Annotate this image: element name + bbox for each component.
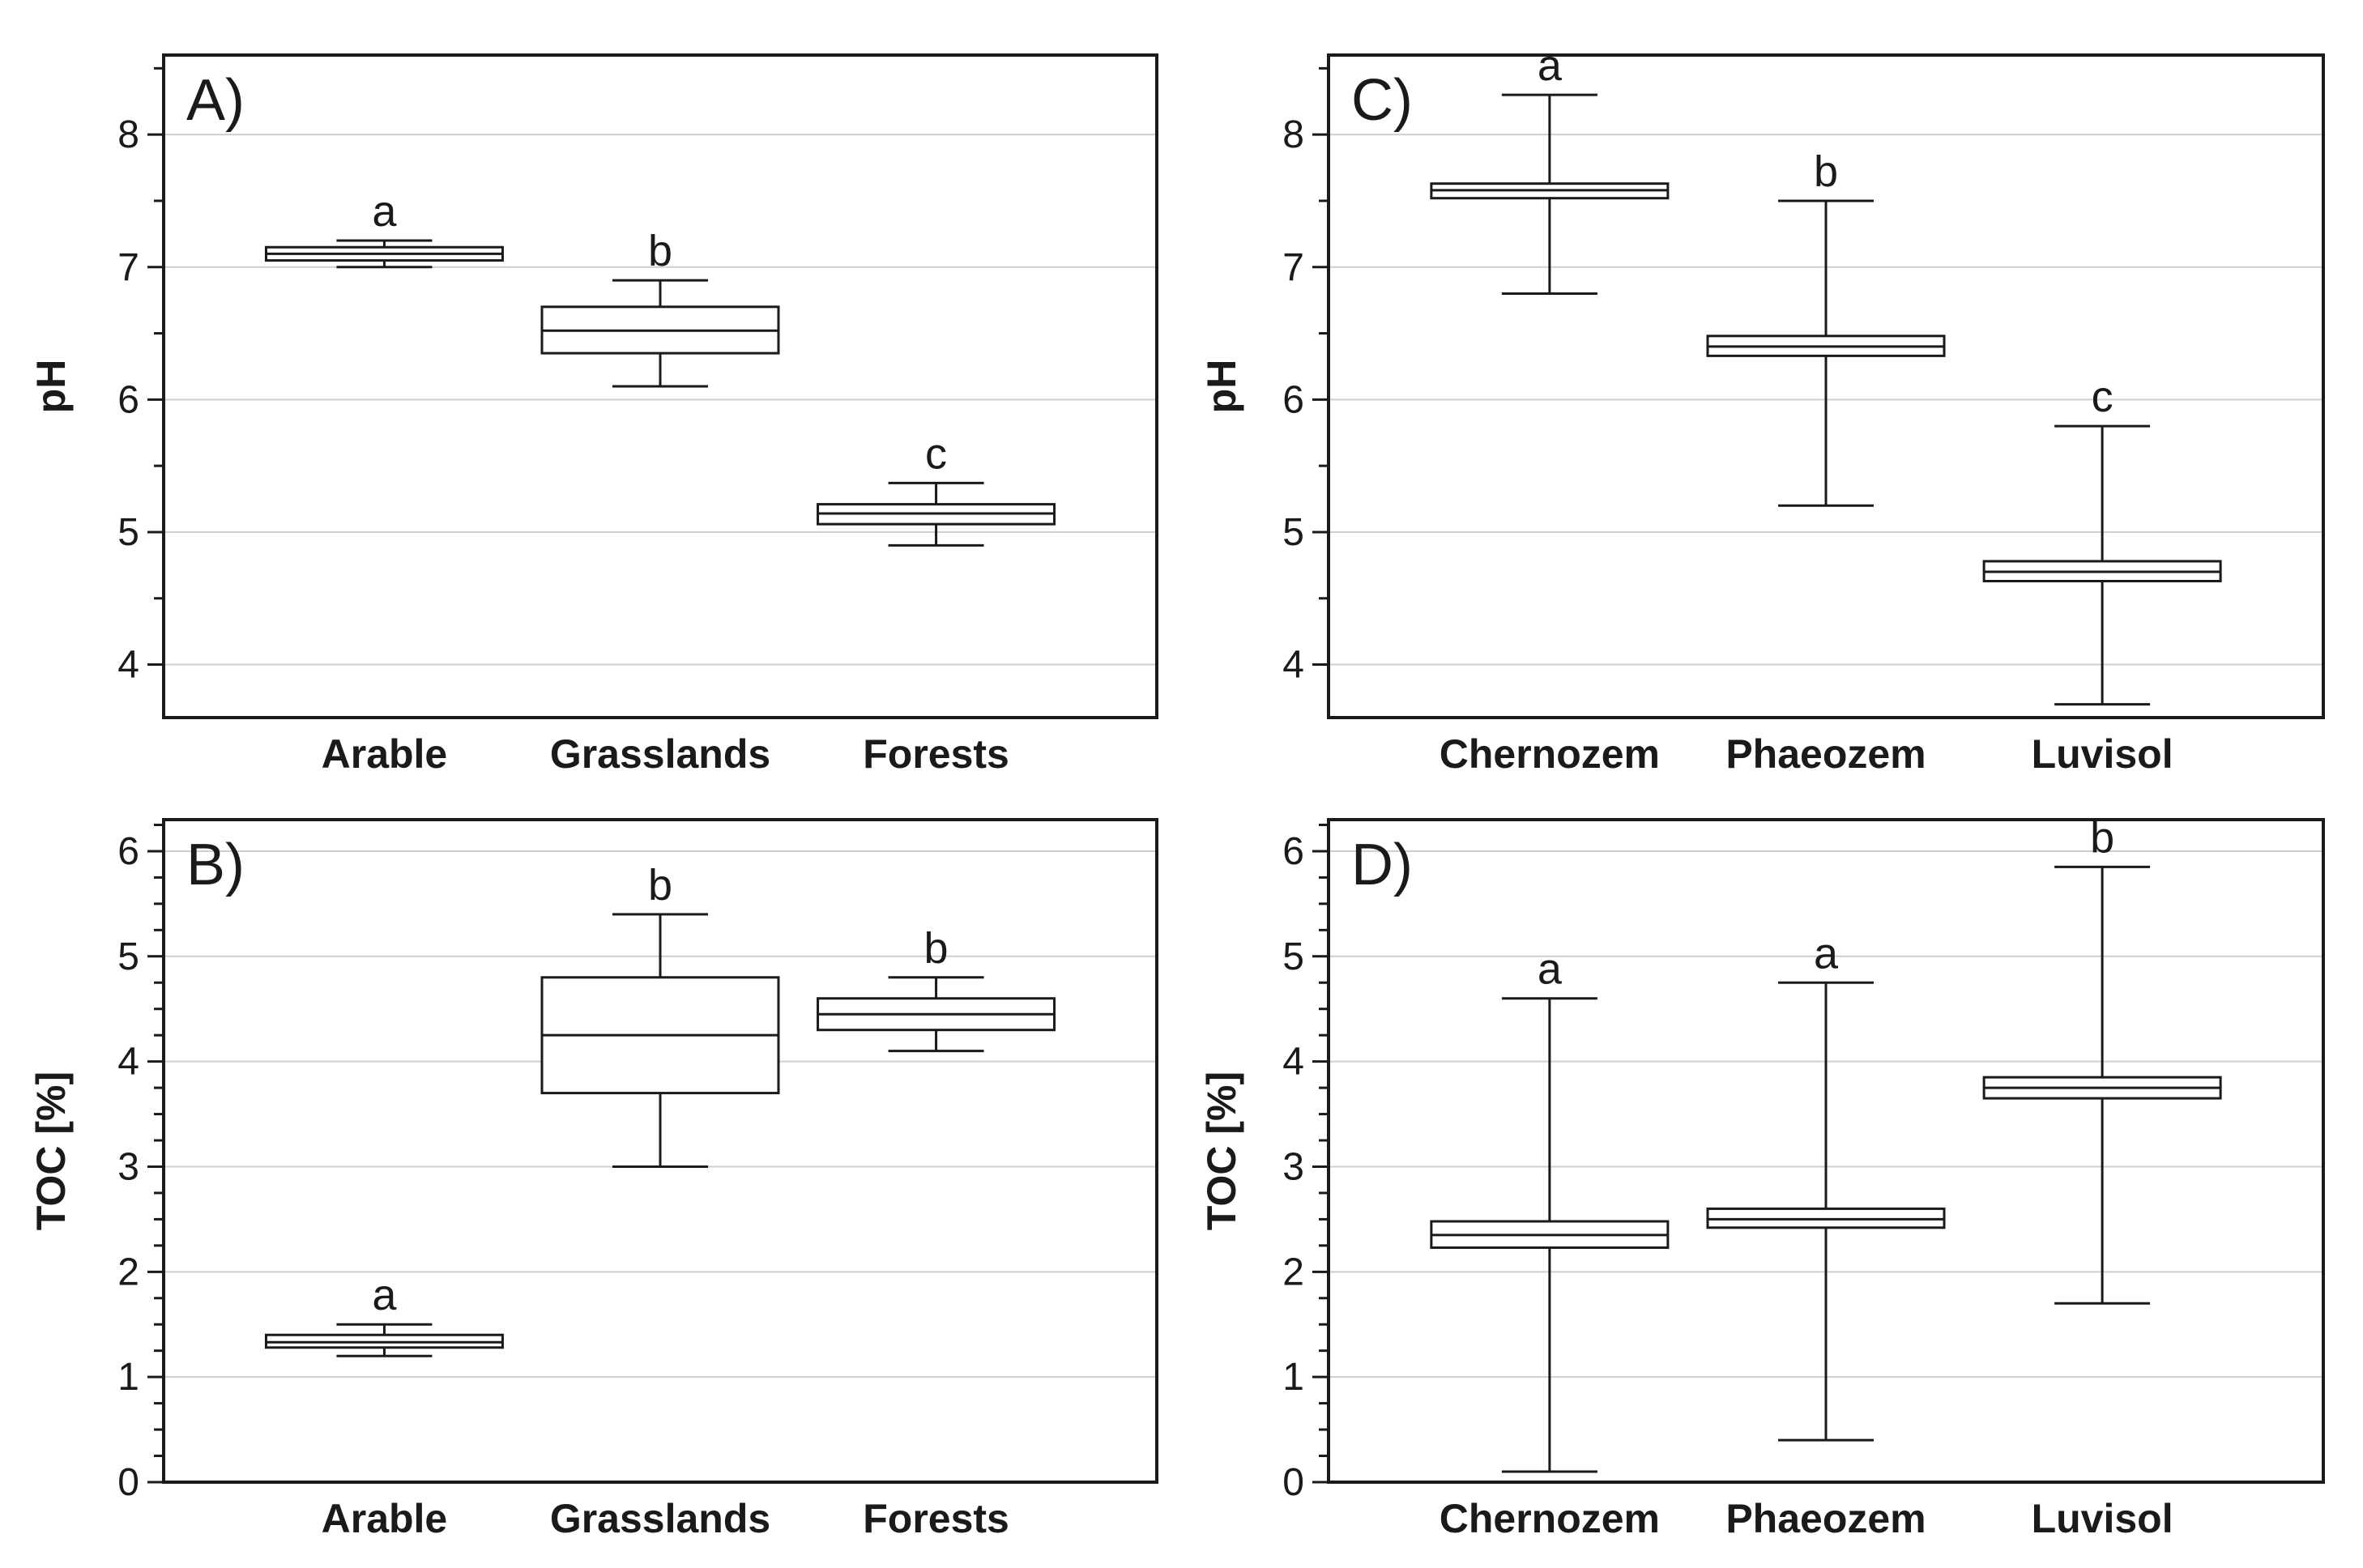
y-tick-label: 2 <box>1282 1251 1304 1293</box>
y-tick-label: 6 <box>117 378 139 421</box>
y-axis-title: pH <box>1199 360 1244 414</box>
x-category-label: Arable <box>322 1496 448 1541</box>
y-tick-label: 4 <box>1282 1041 1304 1084</box>
box-c-1: a <box>1430 41 1670 295</box>
y-tick-label: 3 <box>117 1145 139 1188</box>
y-tick-label: 8 <box>1282 113 1304 156</box>
box-a-1: a <box>264 187 504 269</box>
y-tick-label: 8 <box>117 113 139 156</box>
significance-letter: a <box>1538 945 1563 994</box>
significance-letter: b <box>648 227 672 275</box>
y-tick-label: 0 <box>117 1461 139 1504</box>
box-a-3: c <box>817 429 1056 547</box>
box-b-2: b <box>540 861 780 1168</box>
x-category-label: Luvisol <box>2032 1496 2173 1541</box>
box-d-3: b <box>1982 813 2222 1305</box>
y-tick-label: 4 <box>117 644 139 687</box>
significance-letter: a <box>372 187 397 236</box>
y-axis-title: TOC [%] <box>1199 1072 1244 1230</box>
x-category-label: Forests <box>863 731 1009 777</box>
box-b-1: a <box>264 1271 504 1357</box>
panel-c: 4 5 6 7 8 pH C) a b c Chernozem Phaeozem Luvisol <box>1199 41 2325 777</box>
y-tick-label: 5 <box>117 935 139 978</box>
panel-label-d: D) <box>1351 833 1413 897</box>
x-category-label: Luvisol <box>2032 731 2173 777</box>
panel-label-b: B) <box>186 833 245 897</box>
box-d-2: a <box>1706 929 1946 1442</box>
significance-letter: c <box>925 429 947 478</box>
box-d-1: a <box>1430 945 1670 1473</box>
y-tick-label: 1 <box>117 1356 139 1399</box>
y-tick-label: 5 <box>117 511 139 554</box>
y-tick-label: 4 <box>117 1041 139 1084</box>
significance-letter: c <box>2092 373 2113 421</box>
y-tick-label: 6 <box>1282 830 1304 873</box>
y-axis-title: pH <box>28 360 74 414</box>
box-a-2: b <box>540 227 780 388</box>
box-b-3: b <box>817 924 1056 1053</box>
y-tick-label: 3 <box>1282 1145 1304 1188</box>
significance-letter: b <box>2090 813 2114 862</box>
panel-a: 4 5 6 7 8 pH A) a b c Arable Grasslands Forests <box>28 53 1158 777</box>
box-c-2: b <box>1706 147 1946 507</box>
panel-d: 0 1 2 3 4 5 6 TOC [%] D) a a b Chernozem Phaeozem Luvi… <box>1199 813 2325 1541</box>
panel-label-a: A) <box>186 68 245 133</box>
significance-letter: a <box>1814 929 1839 978</box>
box-c-3: c <box>1982 373 2222 706</box>
y-tick-label: 6 <box>1282 378 1304 421</box>
significance-letter: b <box>1814 147 1838 196</box>
x-category-label: Grasslands <box>550 731 770 777</box>
significance-letter: b <box>924 924 949 973</box>
panel-b: 0 1 2 3 4 5 6 TOC [%] B) a b b Arable Grasslands Fores… <box>28 818 1158 1541</box>
y-tick-label: 0 <box>1282 1461 1304 1504</box>
plot-frame <box>1327 818 2325 1484</box>
x-category-label: Chernozem <box>1440 1496 1660 1541</box>
y-tick-label: 1 <box>1282 1356 1304 1399</box>
x-category-label: Phaeozem <box>1725 731 1926 777</box>
y-axis-title: TOC [%] <box>28 1072 74 1230</box>
plot-frame <box>1327 53 2325 719</box>
significance-letter: a <box>372 1271 397 1319</box>
y-tick-label: 7 <box>1282 246 1304 289</box>
y-tick-label: 2 <box>117 1251 139 1293</box>
plot-frame <box>162 53 1158 719</box>
significance-letter: b <box>648 861 672 910</box>
y-tick-label: 5 <box>1282 935 1304 978</box>
panel-label-c: C) <box>1351 68 1413 133</box>
x-category-label: Grasslands <box>550 1496 770 1541</box>
x-category-label: Phaeozem <box>1725 1496 1926 1541</box>
x-category-label: Forests <box>863 1496 1009 1541</box>
y-tick-label: 4 <box>1282 644 1304 687</box>
y-tick-label: 7 <box>117 246 139 289</box>
x-category-label: Arable <box>322 731 448 777</box>
y-tick-label: 6 <box>117 830 139 873</box>
significance-letter: a <box>1538 41 1563 90</box>
x-category-label: Chernozem <box>1440 731 1660 777</box>
y-tick-label: 5 <box>1282 511 1304 554</box>
plot-frame <box>162 818 1158 1484</box>
